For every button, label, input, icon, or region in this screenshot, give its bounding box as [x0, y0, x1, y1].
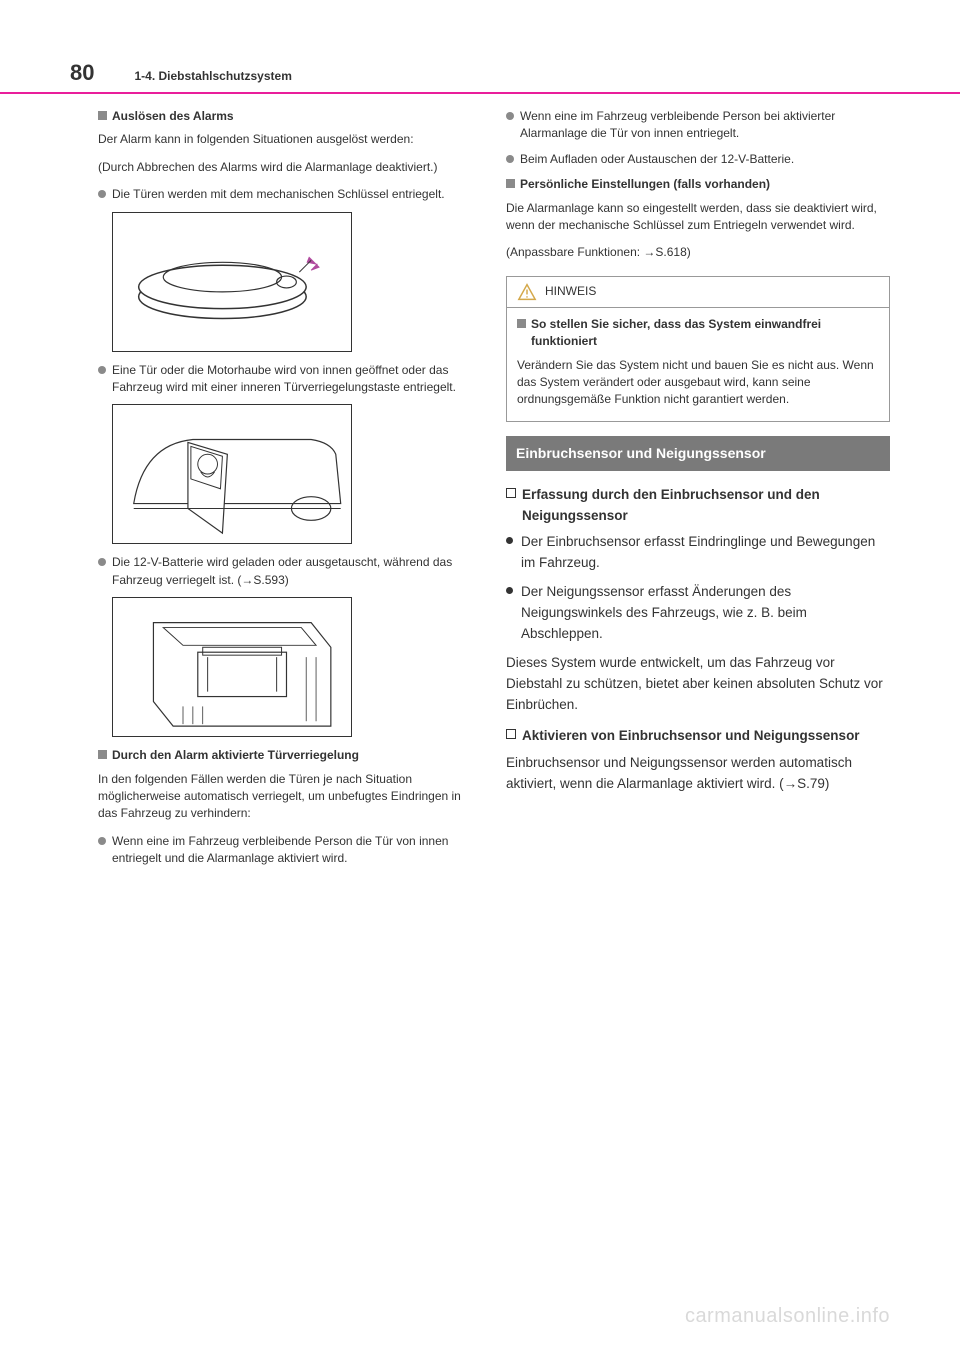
notice-subheading: So stellen Sie sicher, dass das System e… — [517, 316, 879, 351]
door-handle-illustration — [114, 213, 351, 351]
warning-icon — [517, 283, 537, 301]
bullet-icon — [506, 537, 513, 544]
bullet-icon — [98, 190, 106, 198]
heading-text: Auslösen des Alarms — [112, 108, 234, 125]
page-header: 80 1-4. Diebstahlschutzsystem — [70, 60, 890, 92]
bullet-text: Eine Tür oder die Motorhaube wird von in… — [112, 362, 482, 397]
content-columns: Auslösen des Alarms Der Alarm kann in fo… — [70, 108, 890, 875]
section-subheading-1: Erfassung durch den Einbruchsensor und d… — [506, 485, 890, 527]
battery-illustration — [114, 598, 351, 736]
paragraph: (Anpassbare Funktionen: →S.618) — [506, 244, 890, 261]
page: 80 1-4. Diebstahlschutzsystem Auslösen d… — [0, 0, 960, 875]
bullet-text: Die 12-V-Batterie wird geladen oder ausg… — [112, 554, 482, 589]
figure-door-handle — [112, 212, 352, 352]
notice-header: HINWEIS — [507, 277, 889, 308]
bullet-item: Wenn eine im Fahrzeug verbleibende Perso… — [98, 833, 482, 868]
paragraph: Einbruchsensor und Neigungssensor werden… — [506, 753, 890, 795]
bullet-item: Die Türen werden mit dem mechanischen Sc… — [98, 186, 482, 203]
notice-label: HINWEIS — [545, 283, 596, 300]
paragraph: Dieses System wurde entwickelt, um das F… — [506, 653, 890, 716]
bullet-text: Der Neigungssensor erfasst Änderungen de… — [521, 582, 890, 645]
paragraph: Der Alarm kann in folgenden Situationen … — [98, 131, 482, 148]
bullet-text: Wenn eine im Fahrzeug verbleibende Perso… — [520, 108, 890, 143]
bullet-item: Der Neigungssensor erfasst Änderungen de… — [506, 582, 890, 645]
paragraph: In den folgenden Fällen werden die Türen… — [98, 771, 482, 823]
bullet-icon — [98, 366, 106, 374]
bullet-text: Die Türen werden mit dem mechanischen Sc… — [112, 186, 445, 203]
bullet-icon — [506, 155, 514, 163]
left-heading-1: Auslösen des Alarms — [98, 108, 482, 125]
square-icon — [98, 750, 107, 759]
notice-body: So stellen Sie sicher, dass das System e… — [507, 308, 889, 421]
header-rule — [0, 92, 960, 94]
square-icon — [98, 111, 107, 120]
figure-battery — [112, 597, 352, 737]
bullet-item: Wenn eine im Fahrzeug verbleibende Perso… — [506, 108, 890, 143]
paragraph: (Durch Abbrechen des Alarms wird die Ala… — [98, 159, 482, 176]
door-open-illustration — [114, 405, 351, 543]
page-number: 80 — [70, 60, 94, 86]
right-column: Wenn eine im Fahrzeug verbleibende Perso… — [506, 108, 890, 875]
section-subheading-2: Aktivieren von Einbruchsensor und Neigun… — [506, 726, 890, 747]
bullet-icon — [98, 837, 106, 845]
bullet-text: Beim Aufladen oder Austauschen der 12-V-… — [520, 151, 794, 168]
bullet-text: Wenn eine im Fahrzeug verbleibende Perso… — [112, 833, 482, 868]
square-icon — [517, 319, 526, 328]
bullet-item: Eine Tür oder die Motorhaube wird von in… — [98, 362, 482, 397]
heading-text: Persönliche Einstellungen (falls vorhand… — [520, 176, 770, 193]
notice-box: HINWEIS So stellen Sie sicher, dass das … — [506, 276, 890, 422]
paragraph: Die Alarmanlage kann so eingestellt werd… — [506, 200, 890, 235]
chapter-label: 1-4. Diebstahlschutzsystem — [134, 69, 291, 83]
figure-door-open — [112, 404, 352, 544]
square-outline-icon — [506, 488, 516, 498]
left-column: Auslösen des Alarms Der Alarm kann in fo… — [70, 108, 482, 875]
left-heading-2: Durch den Alarm aktivierte Türverriegelu… — [98, 747, 482, 764]
bullet-item: Beim Aufladen oder Austauschen der 12-V-… — [506, 151, 890, 168]
bullet-icon — [506, 112, 514, 120]
square-icon — [506, 179, 515, 188]
bullet-item: Der Einbruchsensor erfasst Eindringlinge… — [506, 532, 890, 574]
square-outline-icon — [506, 729, 516, 739]
subheading-text: Erfassung durch den Einbruchsensor und d… — [522, 485, 890, 527]
right-heading-1: Persönliche Einstellungen (falls vorhand… — [506, 176, 890, 193]
bullet-icon — [98, 558, 106, 566]
bullet-item: Die 12-V-Batterie wird geladen oder ausg… — [98, 554, 482, 589]
bullet-icon — [506, 587, 513, 594]
bullet-text: Der Einbruchsensor erfasst Eindringlinge… — [521, 532, 890, 574]
heading-text: Durch den Alarm aktivierte Türverriegelu… — [112, 747, 359, 764]
notice-paragraph: Verändern Sie das System nicht und bauen… — [517, 357, 879, 409]
notice-heading-text: So stellen Sie sicher, dass das System e… — [531, 316, 879, 351]
section-title-bar: Einbruchsensor und Neigungssensor — [506, 436, 890, 471]
watermark: carmanualsonline.info — [685, 1305, 890, 1328]
subheading-text: Aktivieren von Einbruchsensor und Neigun… — [522, 726, 860, 747]
